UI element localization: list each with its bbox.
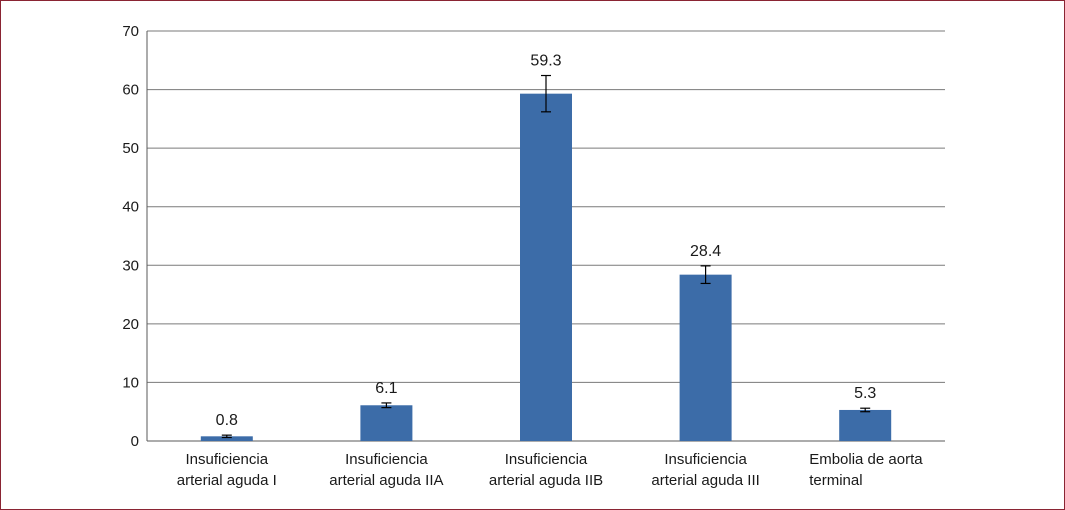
data-labels: 0.8 6.1 59.3 28.4 5.3 xyxy=(216,53,877,430)
y-tick-label-70: 70 xyxy=(122,23,139,40)
data-label-1: 0.8 xyxy=(216,412,238,429)
data-label-3: 59.3 xyxy=(530,53,561,70)
category-label-1-line-2: arterial aguda I xyxy=(177,472,277,489)
data-label-5: 5.3 xyxy=(854,385,876,402)
y-tick-label-10: 10 xyxy=(122,374,139,391)
error-bar-5 xyxy=(860,407,871,413)
y-axis-ticks: 0 10 20 30 40 50 60 70 xyxy=(122,23,139,450)
data-label-2: 6.1 xyxy=(375,380,397,397)
category-label-1-line-1: Insuficiencia xyxy=(186,451,269,468)
bar-1 xyxy=(200,436,253,441)
category-label-3-line-2: arterial aguda IIB xyxy=(489,472,603,489)
bar-4 xyxy=(679,274,732,441)
bars xyxy=(200,93,892,442)
y-tick-label-20: 20 xyxy=(122,316,139,333)
y-tick-label-50: 50 xyxy=(122,140,139,157)
bar-3 xyxy=(520,93,572,442)
error-bars xyxy=(221,74,871,439)
category-label-4-line-1: Insuficiencia xyxy=(664,451,747,468)
category-label-5-line-1: Embolia de aorta xyxy=(809,451,923,468)
y-tick-label-40: 40 xyxy=(122,199,139,216)
category-label-3-line-1: Insuficiencia xyxy=(505,451,588,468)
error-bar-3 xyxy=(541,74,551,113)
y-tick-label-30: 30 xyxy=(122,257,139,274)
category-label-5-line-2: terminal xyxy=(809,472,862,489)
category-label-2-line-1: Insuficiencia xyxy=(345,451,428,468)
error-bar-1 xyxy=(221,434,232,439)
error-bar-2 xyxy=(381,402,392,409)
data-label-4: 28.4 xyxy=(690,243,721,260)
error-bar-4 xyxy=(700,265,711,285)
bar-2 xyxy=(360,405,413,441)
y-tick-label-0: 0 xyxy=(131,433,139,450)
y-tick-label-60: 60 xyxy=(122,82,139,99)
category-label-2-line-2: arterial aguda IIA xyxy=(329,472,443,489)
category-label-4-line-2: arterial aguda III xyxy=(651,472,759,489)
bar-5 xyxy=(839,409,892,441)
x-axis-category-labels: Insuficiencia arterial aguda I Insuficienc… xyxy=(177,451,923,489)
